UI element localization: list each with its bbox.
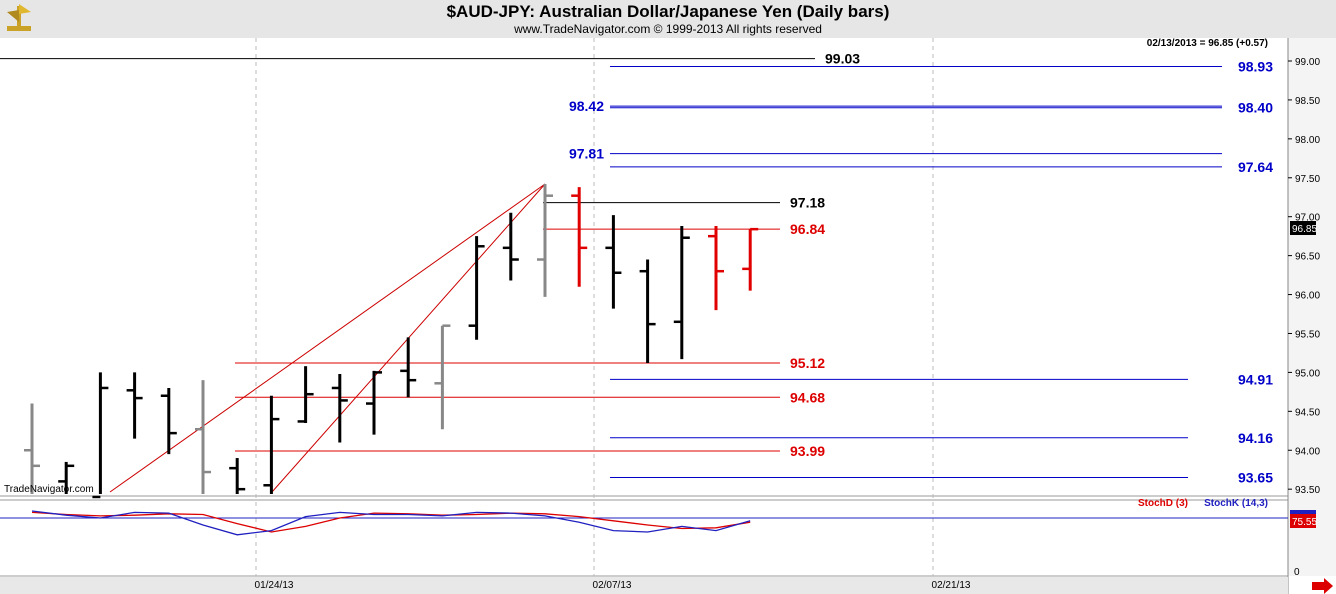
- ohlc-bar: [708, 226, 724, 311]
- date-tick-label: 02/21/13: [932, 580, 971, 591]
- date-tick-label: 01/24/13: [255, 580, 294, 591]
- stoch-k-line: [31, 510, 751, 536]
- price-tick-label: 94.50: [1295, 407, 1320, 418]
- price-tick-label: 98.50: [1295, 96, 1320, 107]
- time-axis-ticks: 01/24/13 02/07/13 02/21/13: [255, 580, 971, 591]
- price-axis-ticks: 99.00 98.50 98.00 97.50 97.00 96.50 96.00 95.50…: [1288, 57, 1320, 496]
- ohlc-bar: [195, 380, 211, 494]
- chart-header: $AUD-JPY: Australian Dollar/Japanese Yen…: [0, 0, 1336, 38]
- price-tick-label: 97.00: [1295, 213, 1320, 224]
- ohlc-bars: [24, 184, 759, 499]
- price-levels: 99.03 98.93 98.42 98.40 97.81 97.64 97.18 96.84…: [0, 51, 1273, 485]
- ohlc-bar: [263, 395, 280, 494]
- price-tick-label: 96.50: [1295, 252, 1320, 263]
- price-level-label: 97.64: [1238, 159, 1273, 175]
- price-level-label: 98.93: [1238, 58, 1273, 74]
- stoch-d-line: [31, 511, 751, 533]
- last-price-label: 96.85: [1292, 224, 1317, 235]
- price-tick-label: 94.00: [1295, 446, 1320, 457]
- chart-subtitle: www.TradeNavigator.com © 1999-2013 All r…: [514, 22, 822, 36]
- ohlc-bar: [331, 373, 348, 443]
- ohlc-bar: [468, 236, 485, 340]
- price-level-label: 98.42: [569, 98, 604, 114]
- price-level-label: 94.91: [1238, 371, 1273, 387]
- stoch-d-legend: StochD (3): [1138, 498, 1188, 509]
- price-tick-label: 93.50: [1295, 485, 1320, 496]
- ohlc-bar: [502, 212, 519, 281]
- date-tick-label: 02/07/13: [593, 580, 632, 591]
- last-quote-label: 02/13/2013 = 96.85 (+0.57): [1147, 38, 1268, 49]
- stoch-k-badge-edge: [1290, 510, 1316, 514]
- price-level-label: 93.99: [790, 443, 825, 459]
- price-level-label: 97.81: [569, 146, 604, 162]
- price-tick-label: 95.50: [1295, 329, 1320, 340]
- stoch-last-badge: [1290, 514, 1316, 528]
- price-level-label: 96.84: [790, 221, 825, 237]
- price-tick-label: 95.00: [1295, 368, 1320, 379]
- ohlc-bar: [605, 215, 622, 309]
- stochastic-series: [0, 510, 1288, 536]
- price-level-label: 98.40: [1238, 100, 1273, 116]
- gann-fan-line: [109, 183, 546, 493]
- price-tick-label: 98.00: [1295, 135, 1320, 146]
- price-tick-label: 97.50: [1295, 174, 1320, 185]
- ohlc-bar: [434, 324, 451, 430]
- scroll-right-arrow-icon[interactable]: [1312, 578, 1333, 594]
- ohlc-bar: [571, 187, 588, 287]
- watermark: TradeNavigator.com: [4, 484, 94, 495]
- price-level-label: 94.68: [790, 389, 825, 405]
- ohlc-bar: [297, 366, 314, 424]
- ohlc-bar: [400, 337, 417, 398]
- ohlc-bar: [742, 227, 759, 291]
- stoch-last-value: 75.55: [1292, 517, 1317, 528]
- price-level-label: 95.12: [790, 355, 825, 371]
- ohlc-bar: [639, 259, 656, 364]
- gann-fan-lines: [109, 183, 546, 493]
- grid-lines: [255, 38, 934, 576]
- chart-title: $AUD-JPY: Australian Dollar/Japanese Yen…: [446, 2, 890, 21]
- ohlc-bar: [160, 387, 177, 455]
- ohlc-bar: [537, 184, 553, 297]
- price-level-label: 93.65: [1238, 469, 1273, 485]
- ohlc-bar: [126, 372, 143, 439]
- trade-navigator-logo-icon: [7, 4, 31, 31]
- stoch-k-legend: StochK (14,3): [1204, 498, 1268, 509]
- price-level-label: 94.16: [1238, 430, 1273, 446]
- price-tick-label: 96.00: [1295, 291, 1320, 302]
- time-axis-strip: [0, 577, 1288, 594]
- ohlc-bar: [229, 458, 246, 494]
- stoch-zero-tick: 0: [1294, 567, 1300, 578]
- ohlc-bar: [673, 226, 690, 360]
- ohlc-bar: [58, 461, 75, 494]
- price-level-label: 99.03: [825, 51, 860, 67]
- price-tick-label: 99.00: [1295, 57, 1320, 68]
- ohlc-bar: [92, 372, 109, 499]
- ohlc-bar: [24, 403, 40, 494]
- right-axis-strip: [1288, 38, 1336, 576]
- price-level-label: 97.18: [790, 195, 825, 211]
- ohlc-bar: [366, 370, 382, 435]
- last-price-badge: [1290, 221, 1316, 235]
